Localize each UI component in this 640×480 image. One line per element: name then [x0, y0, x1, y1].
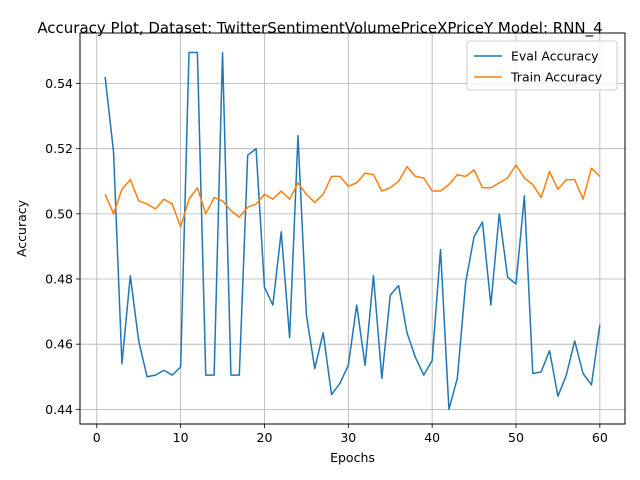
series-line-eval-accuracy [104, 51, 601, 411]
grid-lines [80, 33, 625, 424]
y-tick-label: 0.50 [45, 206, 73, 221]
x-tick-label: 0 [93, 430, 101, 445]
legend-label-eval-accuracy: Eval Accuracy [511, 49, 599, 64]
x-axis-ticks: 0 10 20 30 40 50 60 [93, 424, 608, 445]
chart-title: Accuracy Plot, Dataset: TwitterSentiment… [37, 19, 602, 38]
series-line-train-accuracy [104, 164, 601, 228]
y-axis-label: Accuracy [14, 199, 29, 257]
y-tick-label: 0.44 [45, 402, 73, 417]
y-tick-label: 0.46 [45, 337, 73, 352]
x-tick-label: 20 [257, 430, 273, 445]
series-layer [104, 51, 601, 411]
x-tick-label: 30 [340, 430, 356, 445]
y-axis-ticks: 0.44 0.46 0.48 0.50 0.52 0.54 [45, 76, 80, 417]
y-tick-label: 0.52 [45, 141, 73, 156]
x-tick-label: 10 [173, 430, 189, 445]
legend-box [466, 40, 618, 91]
x-tick-label: 60 [592, 430, 608, 445]
legend-label-train-accuracy: Train Accuracy [510, 70, 603, 85]
x-tick-label: 50 [508, 430, 524, 445]
x-axis-label: Epochs [330, 450, 375, 465]
legend: Eval Accuracy Train Accuracy [466, 40, 618, 91]
plot-frame [79, 32, 626, 425]
x-tick-label: 40 [424, 430, 440, 445]
y-tick-label: 0.54 [45, 76, 73, 91]
y-tick-label: 0.48 [45, 272, 73, 287]
